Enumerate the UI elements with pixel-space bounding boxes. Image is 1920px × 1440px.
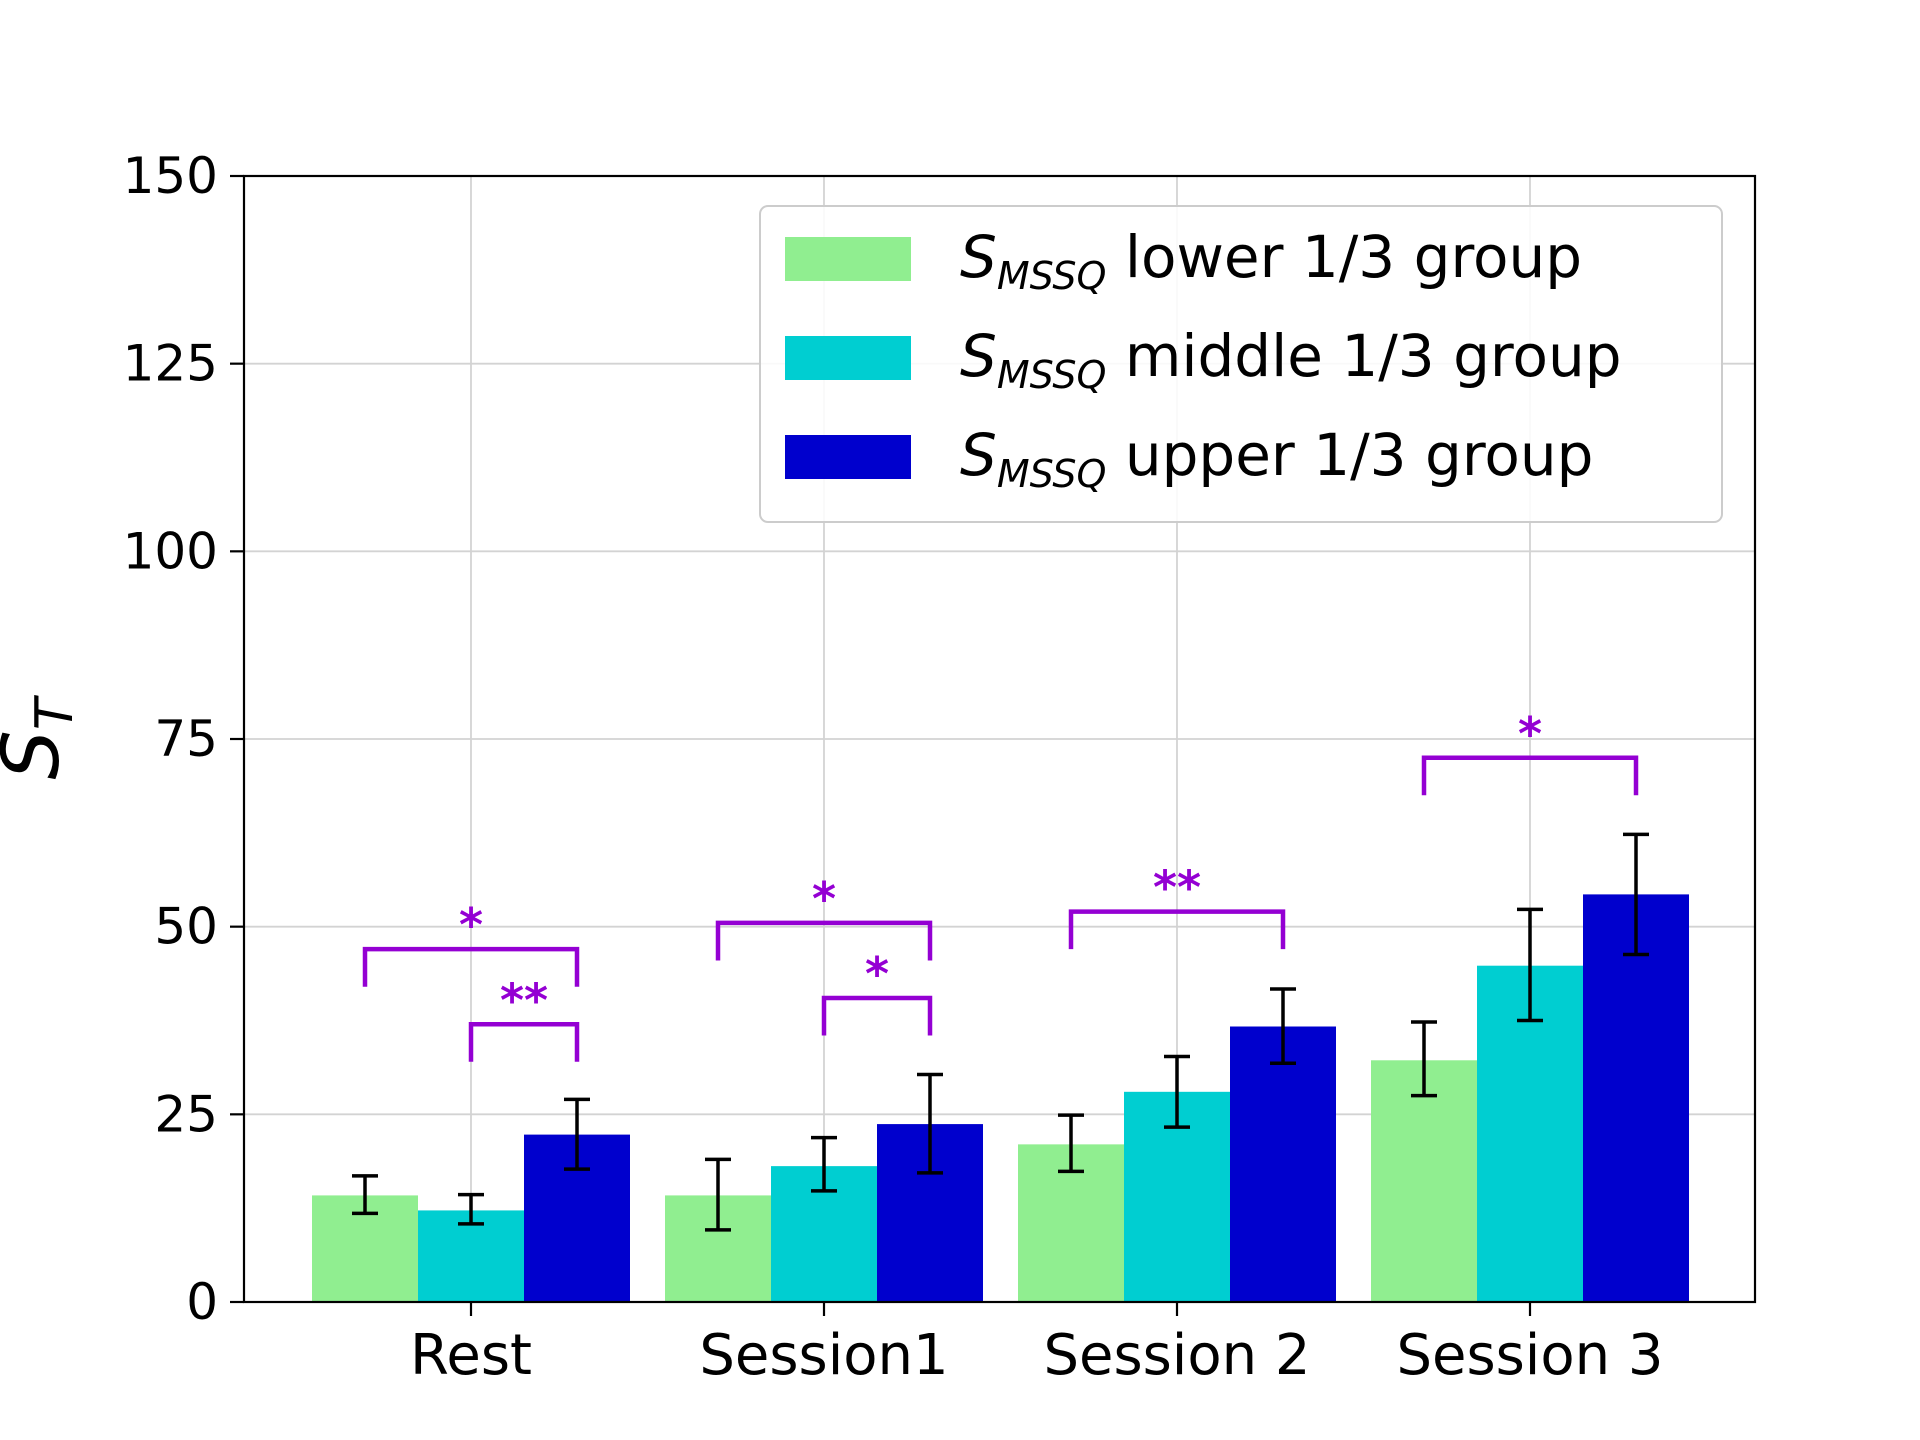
significance-label: ** <box>500 973 548 1027</box>
x-tick-label: Session1 <box>699 1323 948 1388</box>
y-tick-label: 50 <box>154 898 218 956</box>
significance-layer: ******** <box>362 707 1639 1062</box>
significance-label: ** <box>1153 861 1201 915</box>
y-tick-label: 150 <box>123 147 218 205</box>
significance-label: * <box>1518 707 1542 761</box>
bar <box>1371 1060 1477 1302</box>
legend-swatch <box>785 237 911 281</box>
legend-label: SMSSQ middle 1/3 group <box>960 322 1622 397</box>
significance-label: * <box>865 947 889 1001</box>
significance-label: * <box>459 898 483 952</box>
bar <box>418 1210 524 1302</box>
significance-bracket <box>468 1022 580 1062</box>
significance-bracket <box>821 995 933 1036</box>
legend-label: SMSSQ lower 1/3 group <box>960 223 1582 298</box>
y-tick-label: 25 <box>154 1085 218 1143</box>
y-tick-label: 100 <box>123 522 218 580</box>
legend-swatch <box>785 336 911 380</box>
legend-label: SMSSQ upper 1/3 group <box>960 421 1593 496</box>
x-tick-label: Session 3 <box>1396 1323 1663 1388</box>
significance-label: * <box>812 872 836 926</box>
x-tick-label: Session 2 <box>1043 1323 1310 1388</box>
significance-bracket <box>715 920 933 961</box>
y-axis-label: ST <box>0 694 85 780</box>
legend-swatch <box>785 435 911 479</box>
significance-bracket <box>362 946 580 987</box>
significance-bracket <box>1421 755 1639 796</box>
y-tick-label: 125 <box>123 335 218 393</box>
bar <box>1230 1026 1336 1302</box>
legend: SMSSQ lower 1/3 group SMSSQ middle 1/3 gr… <box>759 205 1723 523</box>
y-tick-label: 0 <box>186 1273 218 1331</box>
bar-layer <box>312 894 1689 1302</box>
significance-bracket <box>1068 909 1286 950</box>
y-tick-label: 75 <box>154 710 218 768</box>
x-tick-label: Rest <box>410 1323 532 1388</box>
bar <box>1583 894 1689 1302</box>
legend-frame <box>759 205 1723 523</box>
tick-layer: 0 25 50 75 100 125 150 Rest Session1 Session 2 Ses… <box>123 147 1664 1388</box>
error-bar-layer <box>352 832 1649 1232</box>
